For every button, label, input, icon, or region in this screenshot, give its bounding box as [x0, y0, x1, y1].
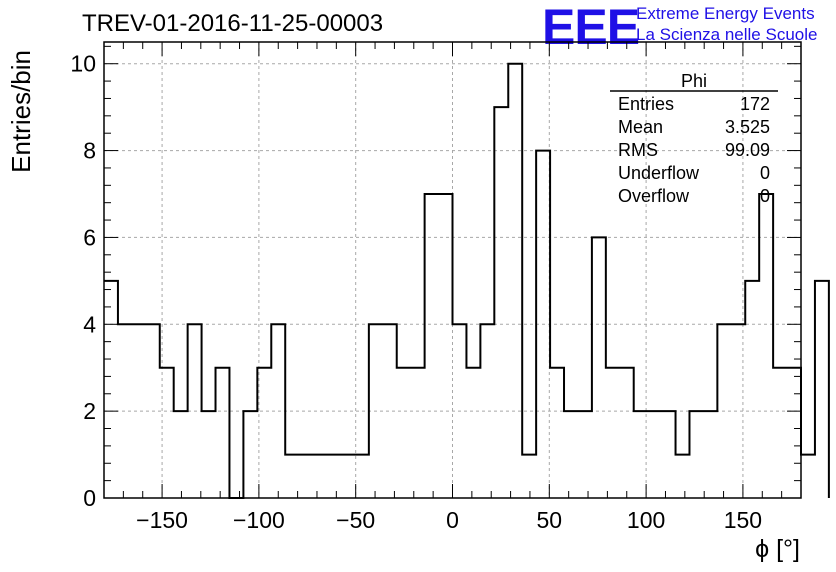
stats-value-overflow: 0 [760, 186, 770, 206]
grid [104, 42, 801, 498]
stats-value-mean: 3.525 [725, 117, 770, 137]
stats-box: Phi Entries 172 Mean 3.525 RMS 99.09 Und… [610, 71, 778, 206]
stats-label-entries: Entries [618, 94, 674, 114]
x-tick-label: 50 [537, 507, 563, 533]
tick-labels: −150 −100 −50 0 50 100 150 0 2 4 6 8 10 [70, 51, 762, 533]
x-tick-label: 150 [724, 507, 762, 533]
stats-label-overflow: Overflow [618, 186, 690, 206]
stats-label-rms: RMS [618, 140, 658, 160]
stats-label-mean: Mean [618, 117, 663, 137]
logo-line-2: La Scienza nelle Scuole [636, 25, 818, 44]
stats-value-entries: 172 [740, 94, 770, 114]
eee-logo: EEE [542, 0, 640, 55]
y-tick-label: 6 [83, 224, 96, 250]
x-tick-label: −50 [336, 507, 375, 533]
stats-value-underflow: 0 [760, 163, 770, 183]
stats-value-rms: 99.09 [725, 140, 770, 160]
x-tick-label: −100 [233, 507, 285, 533]
y-tick-label: 10 [70, 51, 96, 77]
y-tick-label: 0 [83, 485, 96, 511]
x-tick-label: 0 [446, 507, 459, 533]
x-tick-label: −150 [136, 507, 188, 533]
stats-name: Phi [681, 71, 707, 91]
stats-label-underflow: Underflow [618, 163, 700, 183]
y-tick-label: 2 [83, 398, 96, 424]
y-axis-label: Entries/bin [6, 50, 36, 173]
plot-frame [103, 41, 802, 499]
logo-line-1: Extreme Energy Events [636, 4, 815, 23]
x-tick-label: 100 [627, 507, 665, 533]
histogram-series-line [104, 62, 830, 499]
chart-title: TREV-01-2016-11-25-00003 [82, 10, 384, 37]
y-tick-label: 4 [83, 311, 96, 337]
axis-ticks [103, 42, 802, 499]
x-axis-label: ϕ [°] [755, 535, 800, 563]
y-tick-label: 8 [83, 138, 96, 164]
